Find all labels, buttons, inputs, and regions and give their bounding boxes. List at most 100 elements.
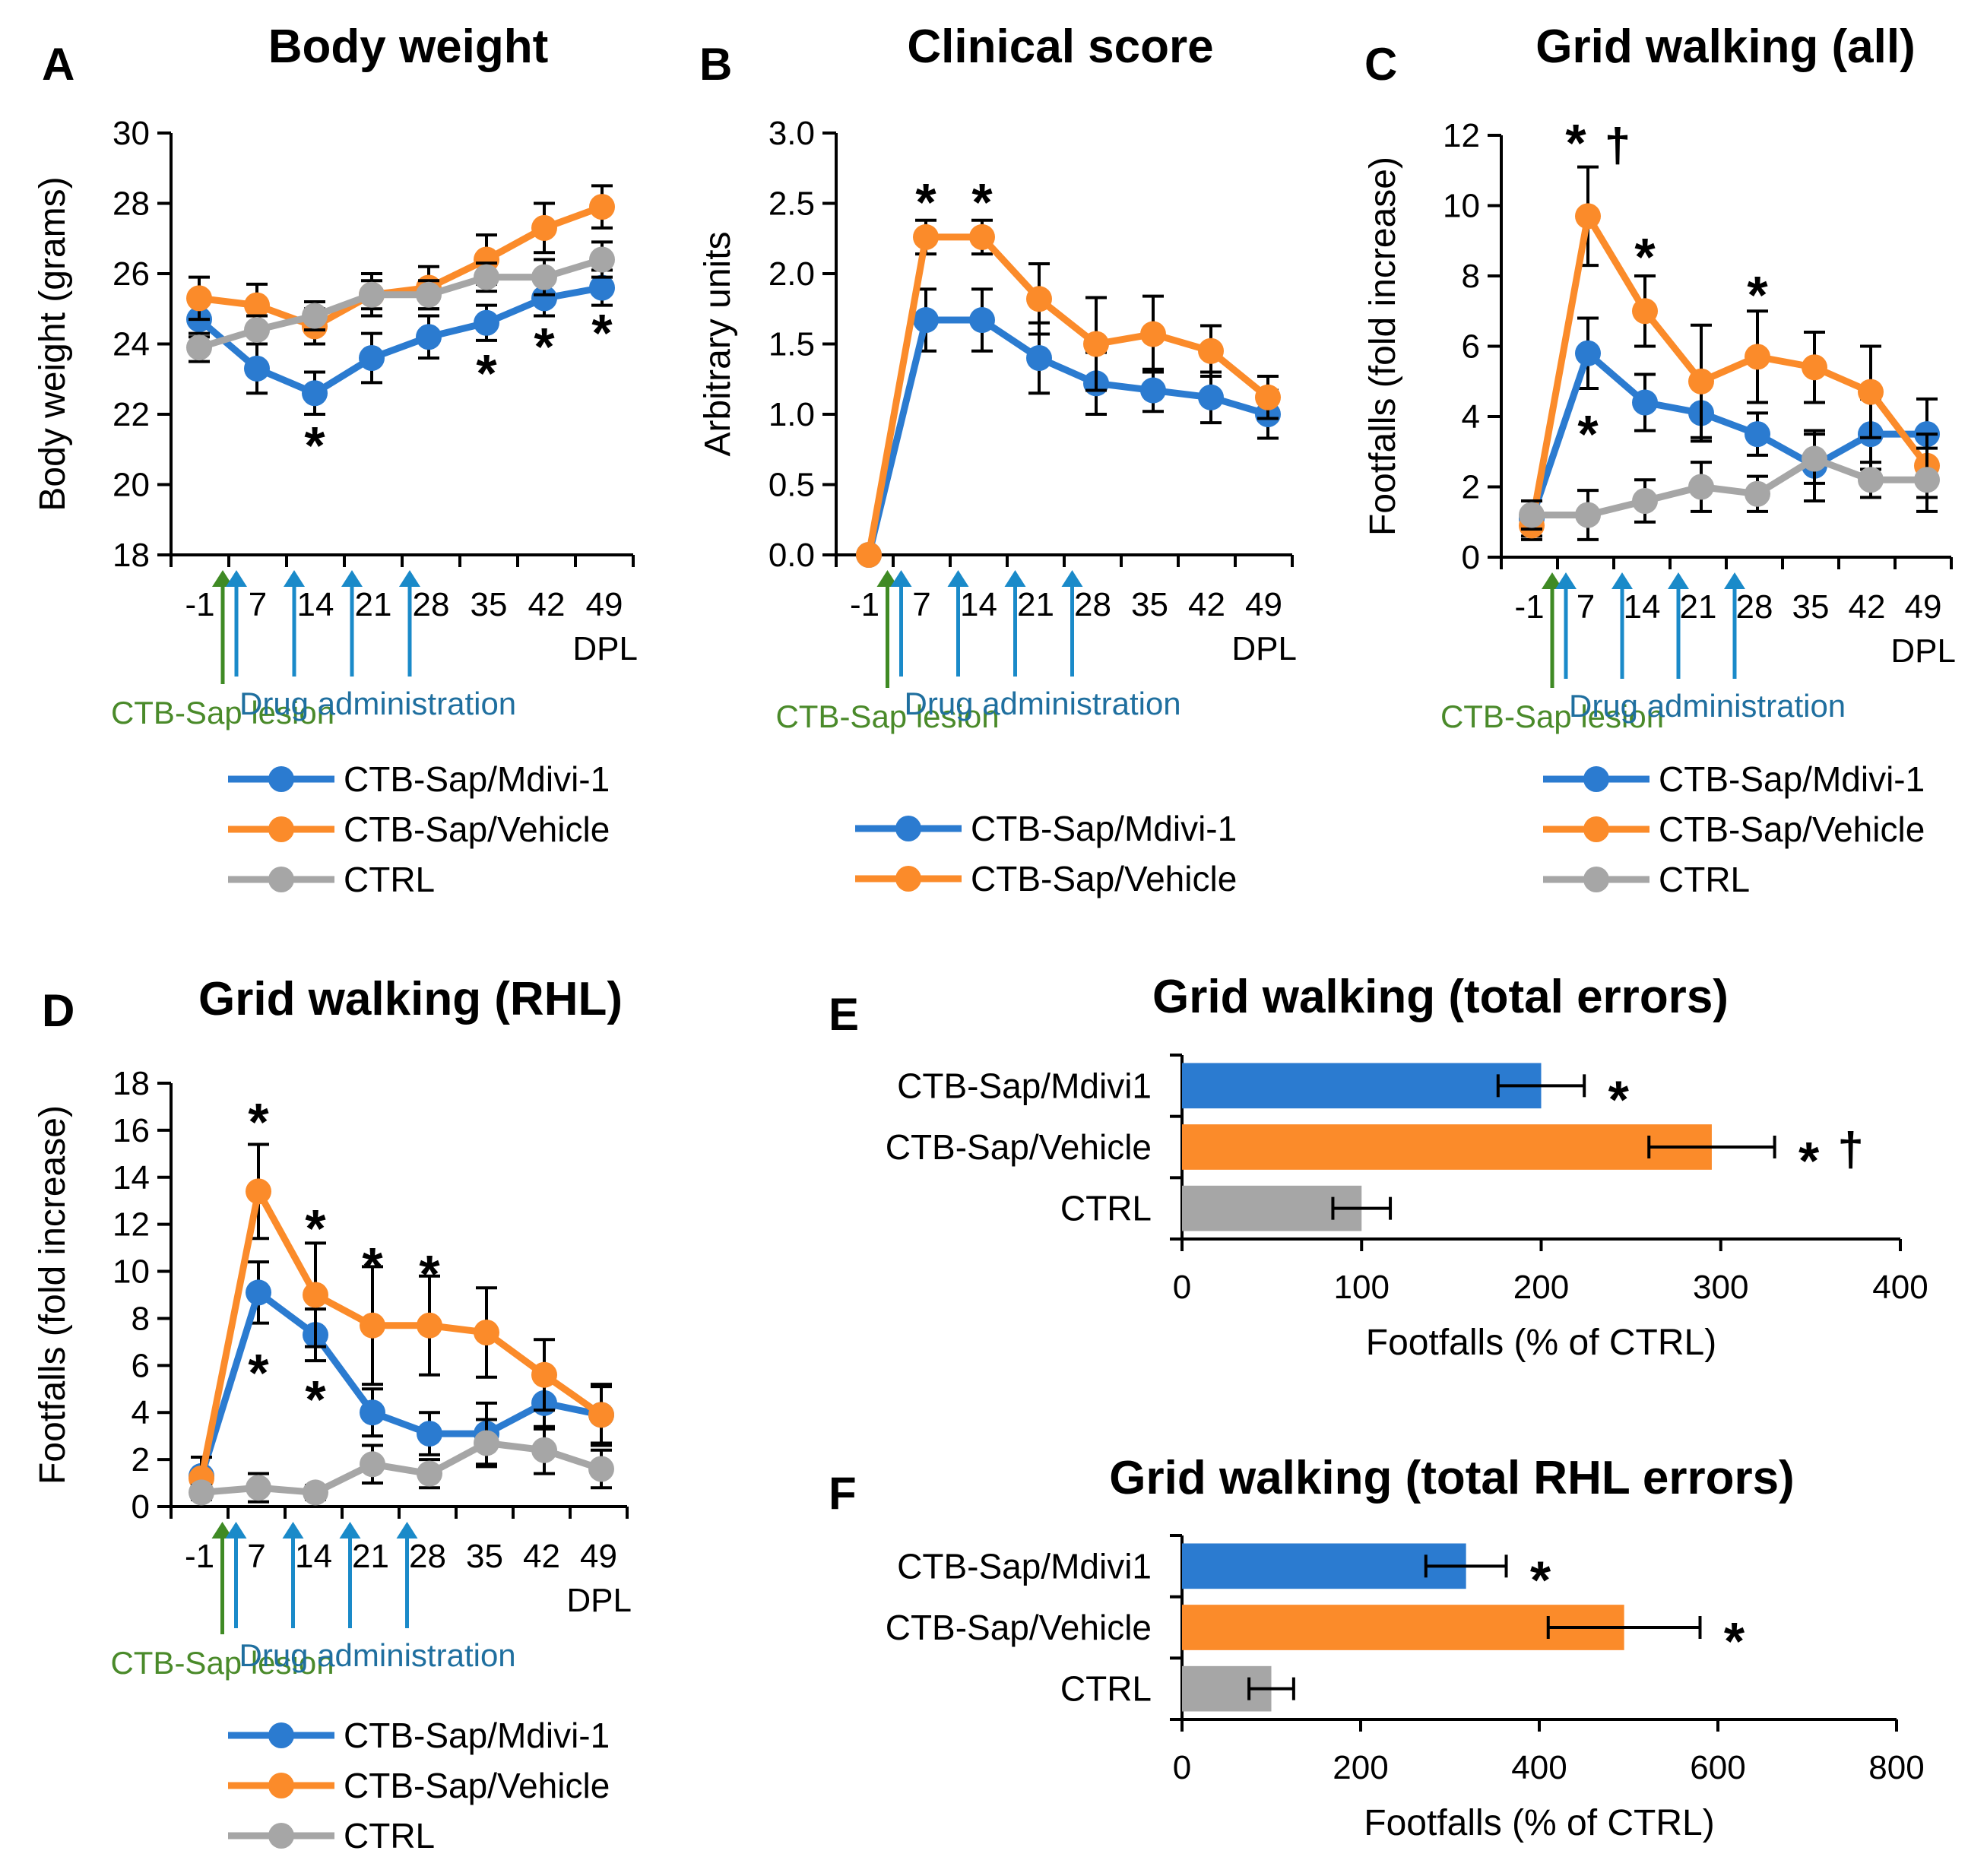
legend-label: CTB-Sap/Mdivi-1 <box>344 759 610 799</box>
panel-title-D: Grid walking (RHL) <box>198 973 623 1025</box>
y-axis-label: Arbitrary units <box>698 231 738 456</box>
x-tick-label: 14 <box>960 586 997 623</box>
x-tick-label: 21 <box>1017 586 1054 623</box>
data-point <box>1140 321 1166 347</box>
data-point <box>244 355 270 382</box>
y-tick-label: 0.5 <box>768 467 815 504</box>
series-ctb-sap-vehicle <box>856 218 1281 568</box>
drug-arrow-head <box>1004 570 1026 587</box>
data-point <box>189 1479 214 1506</box>
category-label: CTRL <box>1060 1189 1152 1228</box>
legend-item: CTB-Sap/Vehicle <box>855 859 1237 898</box>
data-point <box>474 1320 499 1346</box>
series-ctrl <box>189 1418 614 1506</box>
significance-star: * <box>534 317 555 376</box>
data-point <box>1575 340 1601 366</box>
drug-arrow-head <box>1555 572 1577 589</box>
x-tick-label: 14 <box>295 1538 332 1575</box>
x-tick-label: 100 <box>1334 1269 1390 1306</box>
data-point <box>1802 354 1827 381</box>
lesion-arrow-head <box>212 570 233 587</box>
drug-arrow <box>282 1522 304 1628</box>
bar-group: CTB-Sap/Mdivi1 * <box>897 1063 1630 1129</box>
panel-letter-D: D <box>42 985 74 1036</box>
data-point <box>246 1178 271 1205</box>
x-tick-label: 28 <box>413 586 450 623</box>
x-tick-label: -1 <box>185 1538 214 1575</box>
x-tick-label: 42 <box>1188 586 1225 623</box>
drug-arrow <box>1061 570 1083 677</box>
legend-label: CTRL <box>1659 860 1750 899</box>
data-point <box>186 334 212 361</box>
y-axis-label: Body weight (grams) <box>33 176 73 511</box>
drug-arrow-head <box>225 1522 247 1539</box>
y-tick-label: 28 <box>113 185 150 223</box>
significance-star: * <box>305 1370 326 1429</box>
data-point <box>186 285 212 312</box>
drug-annotation: Drug administration <box>905 686 1181 721</box>
drug-arrow-head <box>1061 570 1083 587</box>
significance-star: * <box>248 1343 269 1402</box>
dpl-label: DPL <box>1231 630 1297 667</box>
y-tick-label: 24 <box>113 326 150 363</box>
lesion-annotation: CTB-Sap lesion <box>110 1645 334 1681</box>
panel-B: B Clinical score Arbitrary units 0.0 0.5 1.0 1… <box>698 21 1297 898</box>
legend-item: CTB-Sap/Mdivi-1 <box>228 1716 610 1755</box>
data-point <box>1632 488 1658 514</box>
panel-E: E Grid walking (total errors) 0 100 200 300 40… <box>829 971 1928 1363</box>
data-point <box>416 324 442 350</box>
significance-star: * <box>304 416 325 475</box>
panel-F: F Grid walking (total RHL errors) 0 200 400 6… <box>829 1452 1925 1843</box>
data-point <box>417 1312 442 1339</box>
data-point <box>302 303 328 329</box>
panel-title-A: Body weight <box>268 21 549 73</box>
significance-star: * <box>305 1199 326 1258</box>
dpl-label: DPL <box>1890 632 1956 670</box>
data-point <box>359 281 385 308</box>
drug-arrow-head <box>1668 572 1689 589</box>
x-tick-label: 35 <box>466 1538 503 1575</box>
legend-swatch-dot <box>895 816 921 841</box>
drug-annotation: Drug administration <box>1569 688 1846 724</box>
panel-title-E: Grid walking (total errors) <box>1152 971 1729 1023</box>
drug-arrow-head <box>282 1522 304 1539</box>
drug-arrow <box>1004 570 1026 677</box>
panel-title-F: Grid walking (total RHL errors) <box>1109 1452 1794 1504</box>
drug-arrow <box>225 1522 247 1628</box>
dagger-marker: † <box>1605 119 1630 172</box>
drug-arrow-head <box>226 570 247 587</box>
data-point <box>531 285 557 312</box>
x-tick-label: 21 <box>352 1538 389 1575</box>
significance-star: * <box>362 1237 383 1296</box>
x-tick-label: 21 <box>1680 588 1717 626</box>
data-point <box>1140 377 1166 404</box>
data-point <box>417 1421 442 1447</box>
data-point <box>1688 474 1714 500</box>
y-tick-label: 16 <box>113 1112 150 1149</box>
data-point <box>589 246 615 273</box>
x-tick-label: 0 <box>1173 1269 1191 1306</box>
lesion-annotation: CTB-Sap lesion <box>775 699 999 734</box>
y-tick-label: 20 <box>113 467 150 504</box>
category-label: CTB-Sap/Mdivi1 <box>897 1546 1152 1586</box>
data-point <box>244 292 270 318</box>
y-tick-label: 2.5 <box>768 185 815 223</box>
x-tick-label: -1 <box>850 586 879 623</box>
category-label: CTB-Sap/Mdivi1 <box>897 1066 1152 1105</box>
y-tick-label: 10 <box>1443 188 1480 225</box>
y-tick-label: 0 <box>1462 539 1480 576</box>
series-ctb-sap-mdivi-1 <box>856 287 1281 568</box>
y-tick-label: 4 <box>1462 398 1480 436</box>
data-point <box>474 1430 499 1456</box>
x-tick-label: 7 <box>249 586 267 623</box>
legend-swatch-dot <box>268 1823 294 1849</box>
significance-star: * <box>1608 1070 1630 1129</box>
drug-arrow-head <box>1611 572 1633 589</box>
legend-label: CTB-Sap/Mdivi-1 <box>344 1716 610 1755</box>
dpl-label: DPL <box>572 630 638 667</box>
x-tick-label: 800 <box>1868 1749 1924 1786</box>
lesion-annotation: CTB-Sap lesion <box>111 695 334 730</box>
data-point <box>913 223 939 250</box>
drug-arrow <box>1611 572 1633 679</box>
